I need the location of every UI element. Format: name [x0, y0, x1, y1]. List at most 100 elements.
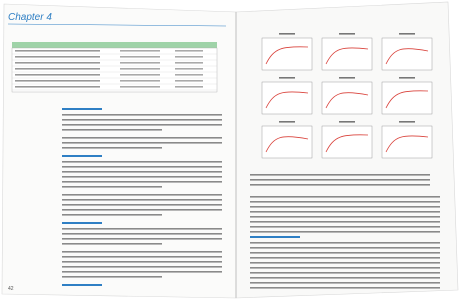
- panel-title: [399, 77, 415, 79]
- panel: [322, 82, 372, 114]
- table-cell-line: [120, 62, 160, 64]
- text-line: [250, 206, 440, 208]
- panel: [322, 38, 372, 70]
- panel-title: [399, 33, 415, 35]
- table-cell-line: [120, 56, 160, 58]
- page-number: 42: [8, 286, 14, 292]
- text-line: [62, 228, 222, 230]
- text-line: [62, 214, 162, 216]
- heading-line: [62, 108, 102, 110]
- text-line: [62, 137, 222, 139]
- text-line: [62, 186, 162, 188]
- text-line: [62, 271, 222, 273]
- text-line: [250, 287, 440, 289]
- table-cell-line: [175, 68, 203, 70]
- text-line: [250, 247, 440, 249]
- text-line: [250, 262, 440, 264]
- text-line: [62, 238, 222, 240]
- heading-line: [62, 222, 102, 224]
- text-line: [62, 114, 222, 116]
- panel: [322, 126, 372, 158]
- heading-line: [62, 155, 102, 157]
- table-cell-line: [175, 50, 203, 52]
- panel-title: [279, 77, 295, 79]
- text-line: [250, 226, 440, 228]
- text-line: [62, 176, 222, 178]
- table-header: [12, 42, 217, 48]
- panel-title: [279, 121, 295, 123]
- text-line: [62, 124, 222, 126]
- table-cell-line: [15, 68, 100, 70]
- text-line: [62, 209, 222, 211]
- text-line: [250, 257, 440, 259]
- table-cell-line: [120, 68, 160, 70]
- text-line: [250, 201, 440, 203]
- table-cell-line: [15, 74, 100, 76]
- text-line: [250, 267, 440, 269]
- text-line: [62, 276, 162, 278]
- table-cell-line: [120, 80, 160, 82]
- table-cell-line: [15, 62, 100, 64]
- table-cell-line: [120, 86, 160, 88]
- table: [12, 42, 217, 92]
- heading-line: [62, 284, 102, 286]
- table-cell-line: [15, 50, 100, 52]
- page: {"header": {"chapter": "Chapter 4"}, "fo…: [0, 0, 462, 301]
- panel-title: [339, 77, 355, 79]
- chapter-label: Chapter 4: [8, 12, 52, 23]
- table-cell-line: [175, 62, 203, 64]
- caption-line: [250, 179, 430, 181]
- table-cell-line: [175, 56, 203, 58]
- table-cell-line: [175, 74, 203, 76]
- text-line: [250, 277, 440, 279]
- text-line: [62, 171, 222, 173]
- panel: [262, 82, 312, 114]
- table-cell-line: [175, 80, 203, 82]
- text-line: [250, 221, 440, 223]
- text-line: [62, 199, 222, 201]
- text-line: [62, 204, 222, 206]
- panel: [262, 38, 312, 70]
- panel-title: [339, 121, 355, 123]
- table-cell-line: [15, 56, 100, 58]
- text-line: [62, 147, 162, 149]
- panel: [382, 126, 432, 158]
- text-line: [62, 166, 222, 168]
- text-line: [250, 231, 440, 233]
- table-cell-line: [15, 86, 100, 88]
- caption-line: [250, 174, 430, 176]
- text-line: [250, 196, 440, 198]
- book-spread: Chapter 4 42: [0, 0, 462, 301]
- text-line: [62, 161, 222, 163]
- text-line: [250, 216, 440, 218]
- panel: [262, 126, 312, 158]
- text-line: [62, 194, 222, 196]
- text-line: [250, 242, 440, 244]
- text-line: [250, 211, 440, 213]
- text-line: [62, 256, 222, 258]
- text-line: [62, 243, 162, 245]
- panel: [382, 38, 432, 70]
- text-line: [62, 266, 222, 268]
- table-cell-line: [15, 80, 100, 82]
- text-line: [62, 119, 222, 121]
- heading-line: [250, 236, 300, 238]
- panel-title: [339, 33, 355, 35]
- text-line: [62, 142, 222, 144]
- text-line: [62, 261, 222, 263]
- text-line: [62, 129, 162, 131]
- text-line: [250, 282, 440, 284]
- panel: [382, 82, 432, 114]
- panel-title: [279, 33, 295, 35]
- text-line: [62, 251, 222, 253]
- table-body: [12, 48, 217, 92]
- table-cell-line: [120, 74, 160, 76]
- panel-title: [399, 121, 415, 123]
- text-line: [62, 233, 222, 235]
- text-line: [250, 252, 440, 254]
- text-line: [250, 272, 440, 274]
- table-cell-line: [120, 50, 160, 52]
- caption-line: [250, 184, 430, 186]
- table-cell-line: [175, 86, 203, 88]
- text-line: [62, 181, 222, 183]
